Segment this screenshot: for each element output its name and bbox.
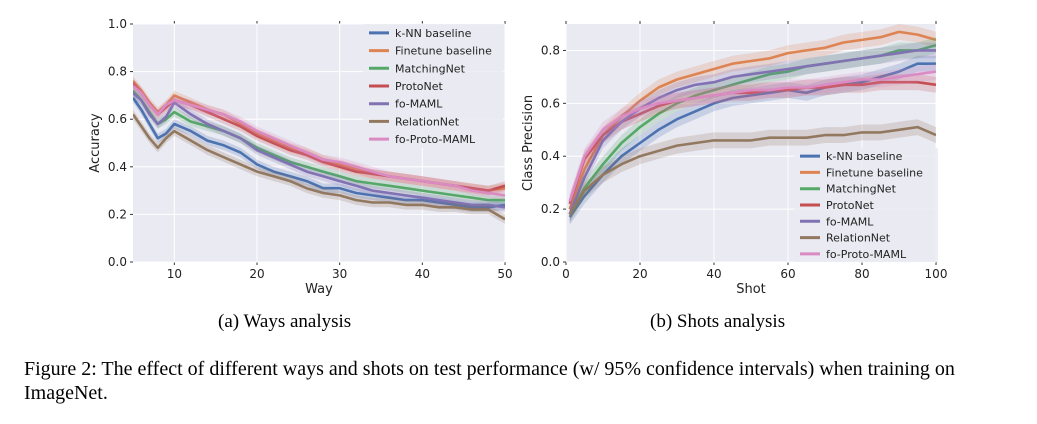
confidence-band-fo-proto-maml — [569, 63, 936, 210]
x-axis-label: Shot — [736, 282, 766, 297]
y-axis-label: Class Precision — [521, 95, 536, 191]
confidence-band-fo-maml — [133, 88, 505, 212]
y-tick-label: 0.6 — [541, 96, 560, 110]
confidence-band-relationnet — [569, 119, 936, 223]
y-tick-label: 0.8 — [108, 65, 127, 79]
series-line-k-nn-baseline — [133, 97, 505, 209]
y-tick-label: 0.4 — [108, 160, 127, 174]
legend-label-fo-maml: fo-MAML — [395, 98, 443, 111]
confidence-band-protonet — [569, 74, 936, 212]
y-axis-label: Accuracy — [88, 113, 103, 173]
legend-label-finetune-baseline: Finetune baseline — [395, 45, 492, 58]
confidence-band-protonet — [133, 78, 505, 196]
x-tick-label: 20 — [632, 267, 647, 281]
series-line-matchingnet — [133, 89, 505, 202]
x-tick-label: 80 — [854, 267, 869, 281]
shots-chart: 0 20 40 60 80 100 0.0 0.2 0.4 0.6 0.8 Shot Class Pre… — [521, 21, 948, 297]
series-line-fo-maml — [133, 92, 505, 209]
series-line-fo-maml — [568, 49, 936, 215]
y-tick-label: 1.0 — [108, 17, 127, 31]
legend-label-fo-proto-maml: fo-Proto-MAML — [395, 133, 476, 146]
legend-label-relationnet: RelationNet — [826, 232, 891, 245]
series-line-fo-proto-maml — [568, 70, 936, 202]
x-tick-label: 0 — [562, 267, 570, 281]
x-tick-label: 50 — [497, 267, 512, 281]
legend-label-k-nn-baseline: k-NN baseline — [395, 27, 472, 40]
legend-label-finetune-baseline: Finetune baseline — [826, 166, 923, 179]
confidence-band-finetune-baseline — [569, 24, 936, 217]
confidence-band-fo-proto-maml — [133, 81, 505, 201]
x-tick-label: 10 — [167, 267, 182, 281]
x-tick-label: 20 — [249, 267, 264, 281]
legend-label-fo-proto-maml: fo-Proto-MAML — [826, 248, 907, 261]
x-tick-label: 60 — [780, 267, 795, 281]
legend-label-protonet: ProtoNet — [395, 80, 443, 93]
x-tick-label: 40 — [415, 267, 430, 281]
series-line-relationnet — [568, 125, 936, 216]
legend-label-fo-maml: fo-MAML — [826, 215, 874, 228]
x-tick-label: 100 — [925, 267, 948, 281]
y-tick-label: 0.2 — [108, 207, 127, 221]
series-line-protonet — [568, 80, 936, 205]
x-tick-label: 30 — [332, 267, 347, 281]
confidence-band-finetune-baseline — [133, 76, 505, 196]
y-tick-label: 0.0 — [541, 255, 560, 269]
y-tick-label: 0.2 — [541, 202, 560, 216]
y-tick-label: 0.0 — [108, 255, 127, 269]
subcaption-a: (a) Ways analysis — [218, 311, 352, 332]
confidence-band-matchingnet — [133, 85, 505, 205]
x-tick-label: 40 — [706, 267, 721, 281]
figure-caption: Figure 2: The effect of different ways a… — [24, 358, 955, 404]
confidence-band-k-nn-baseline — [133, 93, 505, 212]
legend-label-matchingnet: MatchingNet — [395, 62, 466, 75]
series-line-finetune-baseline — [568, 30, 936, 210]
series-line-relationnet — [133, 113, 505, 221]
confidence-band-relationnet — [133, 109, 505, 224]
legend-label-protonet: ProtoNet — [826, 199, 874, 212]
subcaption-b: (b) Shots analysis — [650, 311, 786, 332]
x-axis-label: Way — [305, 282, 333, 297]
confidence-band-fo-maml — [569, 42, 936, 223]
y-tick-label: 0.8 — [541, 43, 560, 57]
series-line-fo-proto-maml — [133, 84, 505, 197]
y-tick-label: 0.4 — [541, 149, 560, 163]
series-group — [133, 76, 505, 224]
y-tick-label: 0.6 — [108, 112, 127, 126]
legend-label-relationnet: RelationNet — [395, 115, 460, 128]
ways-chart: 10 20 30 40 50 0.0 0.2 0.4 0.6 0.8 1.0 Way Accuracy k… — [88, 17, 513, 297]
legend-label-matchingnet: MatchingNet — [826, 183, 897, 196]
legend-label-k-nn-baseline: k-NN baseline — [826, 150, 903, 163]
series-group — [568, 24, 936, 226]
